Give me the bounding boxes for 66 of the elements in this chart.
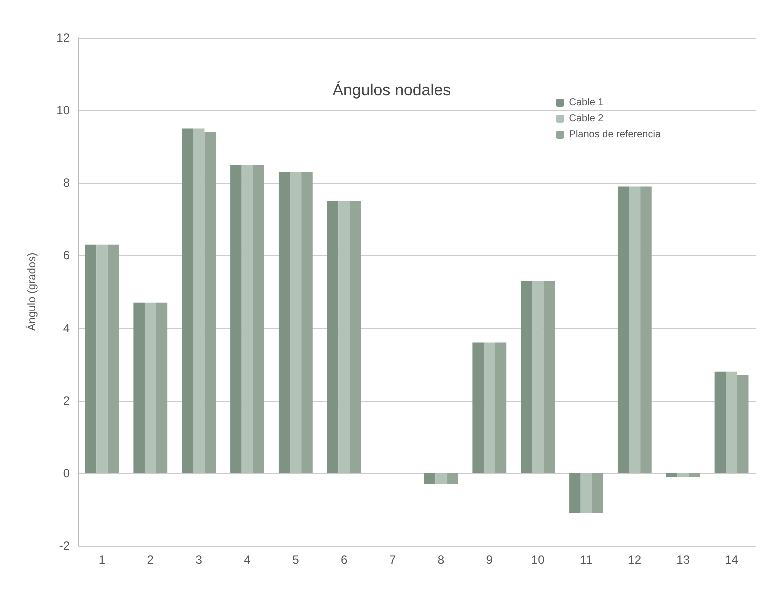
bar (230, 165, 242, 474)
bar (640, 186, 652, 474)
x-tick-label: 13 (676, 553, 690, 567)
bar (204, 132, 216, 474)
x-tick-label: 6 (341, 553, 348, 567)
bar (484, 342, 496, 474)
bar (592, 473, 604, 514)
y-tick-label: 12 (56, 31, 70, 45)
bar (156, 302, 168, 474)
x-tick-label: 2 (147, 553, 154, 567)
bar (570, 473, 581, 514)
bar (144, 302, 156, 474)
bar (424, 473, 436, 484)
x-tick-label: 12 (628, 553, 642, 567)
bar (96, 244, 108, 474)
y-tick-label: 2 (63, 394, 70, 408)
x-tick-label: 8 (438, 553, 445, 567)
bar (327, 201, 339, 474)
bar (726, 372, 738, 474)
bar (472, 342, 484, 474)
bar (737, 375, 749, 474)
bar (495, 342, 507, 474)
legend-label: Planos de referencia (569, 130, 662, 140)
bar (182, 128, 194, 474)
bar (666, 473, 678, 478)
bar (350, 201, 362, 474)
x-tick-label: 9 (486, 553, 494, 567)
bar (253, 165, 264, 474)
bar (689, 473, 700, 478)
x-tick-label: 5 (292, 553, 300, 567)
y-tick-label: 8 (63, 176, 70, 190)
y-tick-label: 10 (56, 104, 70, 118)
bar (629, 186, 641, 474)
bar (85, 244, 97, 474)
y-tick-label: 6 (63, 248, 70, 263)
x-tick-label: 7 (389, 553, 396, 567)
x-tick-label: 10 (531, 553, 546, 567)
bar (618, 186, 630, 474)
x-tick-label: 1 (98, 553, 106, 567)
bar (521, 281, 532, 474)
bar (436, 473, 447, 484)
bar (532, 281, 544, 474)
y-tick-label: 0 (63, 466, 70, 480)
bar (242, 165, 254, 474)
bar (290, 172, 302, 474)
bar (678, 473, 690, 478)
y-tick-label: -2 (59, 539, 70, 553)
x-tick-label: 3 (196, 553, 203, 567)
bar (580, 473, 592, 514)
x-tick-label: 14 (725, 553, 739, 567)
bar (108, 244, 120, 474)
bar (278, 172, 290, 474)
x-tick-label: 4 (244, 553, 252, 567)
y-axis-title: Ángulo (grados) (26, 252, 38, 332)
bar (338, 201, 350, 474)
bar (134, 302, 145, 474)
y-tick-label: 4 (63, 321, 70, 336)
bar (544, 281, 556, 474)
x-tick-label: 11 (580, 553, 594, 567)
legend-label: Cable 2 (569, 114, 604, 124)
text: Ángulos nodales (332, 82, 452, 100)
bar (714, 372, 726, 474)
bar (193, 128, 205, 474)
bar (302, 172, 313, 474)
bar (446, 473, 458, 484)
legend-label: Cable 1 (569, 98, 604, 108)
